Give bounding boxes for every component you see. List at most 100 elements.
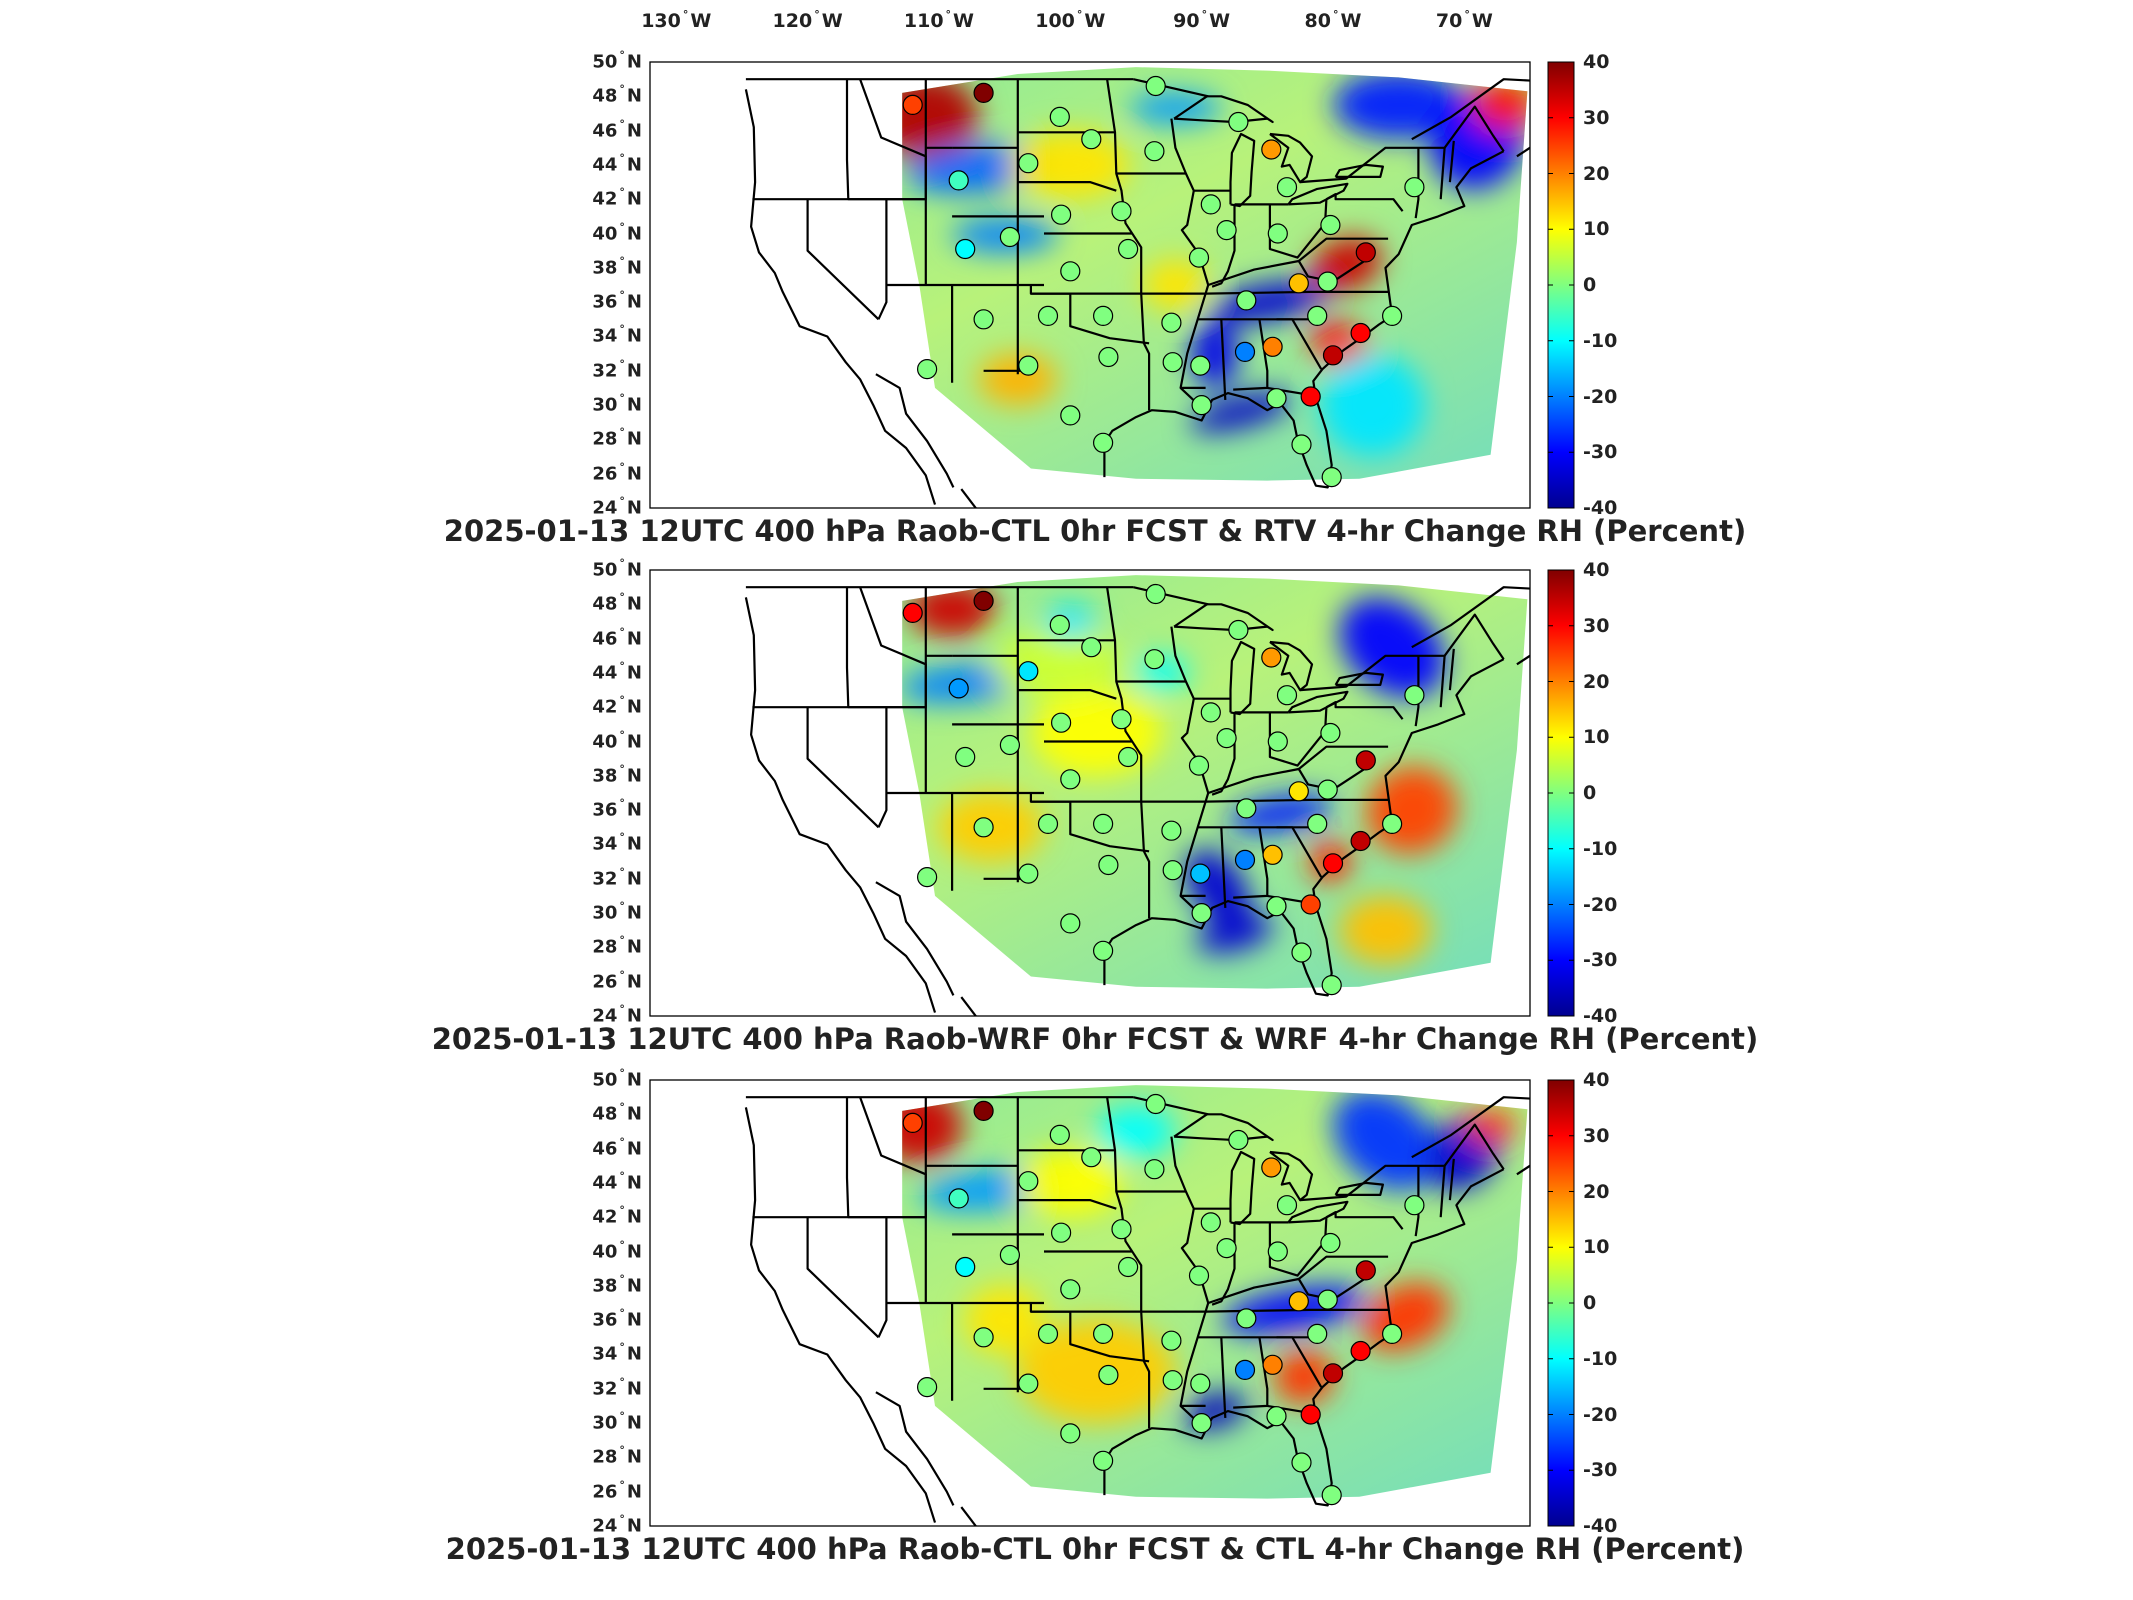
raob-point	[1320, 214, 1341, 236]
raob-point	[1144, 649, 1165, 670]
colorbar-tick-label: -30	[1583, 1459, 1618, 1482]
latitude-label: 38 ° N	[592, 254, 642, 279]
raob-point	[1037, 305, 1059, 326]
longitude-label: 110 ° W	[903, 8, 975, 32]
raob-point	[1081, 1147, 1102, 1168]
latitude-label: 28 ° N	[592, 425, 642, 450]
colorbar-tick-label: -30	[1583, 949, 1618, 972]
colorbar-tick-label: 40	[1583, 1069, 1610, 1091]
raob-point	[1322, 853, 1344, 874]
raob-point	[1162, 1370, 1183, 1391]
colorbar-tick-label: 10	[1583, 1236, 1610, 1259]
latitude-label: 30 ° N	[592, 1409, 642, 1434]
raob-point	[1111, 201, 1132, 222]
raob-point	[1236, 1308, 1257, 1329]
colorbar-tick-label: 20	[1583, 162, 1610, 185]
longitude-label: 80 ° W	[1304, 8, 1362, 32]
latitude-label: 28 ° N	[592, 1443, 642, 1468]
raob-point	[1404, 685, 1425, 706]
raob-point	[1081, 637, 1102, 658]
colorbar-tick-label: -10	[1583, 1347, 1618, 1370]
map-frame	[649, 569, 1531, 1017]
raob-point	[1188, 247, 1210, 268]
raob-point	[1018, 153, 1039, 174]
raob-point	[1321, 1484, 1342, 1506]
raob-point	[1145, 583, 1166, 605]
panel-title: 2025-01-13 12UTC 400 hPa Raob-CTL 0hr FC…	[445, 1532, 1745, 1566]
raob-point	[955, 238, 976, 260]
raob-point	[1018, 1373, 1039, 1394]
raob-point	[1317, 271, 1338, 292]
latitude-label: 42 ° N	[592, 693, 642, 718]
latitude-label: 46 ° N	[592, 1135, 642, 1160]
raob-point	[1191, 395, 1212, 416]
raob-point	[1288, 273, 1309, 294]
latitude-label: 30 ° N	[592, 899, 642, 924]
raob-point	[902, 1112, 923, 1134]
colorbar-tick-label: 40	[1583, 559, 1610, 581]
latitude-label: 36 ° N	[592, 796, 642, 821]
latitude-label: 48 ° N	[592, 1100, 642, 1125]
raob-point	[1236, 798, 1257, 819]
raob-point	[1320, 722, 1341, 744]
latitude-label: 28 ° N	[592, 933, 642, 958]
raob-point	[1321, 974, 1342, 996]
raob-point	[1350, 830, 1371, 852]
raob-point	[1216, 1237, 1237, 1259]
raob-point	[1060, 261, 1081, 282]
colorbar-tick-label: 30	[1583, 106, 1610, 129]
longitude-label: 70 ° W	[1435, 8, 1493, 32]
raob-point	[1098, 1364, 1119, 1386]
map-outlines	[744, 1096, 1530, 1526]
raob-point	[973, 309, 994, 330]
colorbar-tick-label: -20	[1583, 385, 1618, 408]
raob-point	[1018, 661, 1039, 682]
raob-point	[1266, 1406, 1287, 1427]
raob-point	[1355, 750, 1376, 771]
colorbar-tick-label: 0	[1583, 274, 1597, 296]
latitude-label: 38 ° N	[592, 1272, 642, 1297]
raob-point	[1060, 1423, 1081, 1444]
raob-point	[1317, 1289, 1338, 1310]
raob-point	[1350, 322, 1371, 344]
longitude-label: 90 ° W	[1173, 8, 1231, 32]
latitude-label: 34 ° N	[592, 830, 642, 855]
raob-point	[1320, 1232, 1341, 1254]
map-panel-2	[649, 569, 1575, 1017]
raob-point	[1190, 1373, 1211, 1394]
raob-point	[1300, 894, 1321, 915]
raob-point	[1288, 1291, 1309, 1312]
raob-point	[1266, 388, 1287, 409]
raob-point	[1266, 896, 1287, 917]
raob-point	[1381, 305, 1403, 326]
raob-point	[1300, 386, 1321, 407]
raob-point	[948, 170, 969, 191]
raob-point	[1049, 614, 1070, 636]
raob-point	[1228, 619, 1249, 641]
raob-point	[1111, 1219, 1132, 1240]
panel-title: 2025-01-13 12UTC 400 hPa Raob-WRF 0hr FC…	[431, 1022, 1759, 1056]
raob-point	[1081, 129, 1102, 150]
rh-change-field	[902, 1085, 1528, 1499]
raob-point	[1322, 1363, 1344, 1384]
raob-point	[1018, 355, 1039, 376]
raob-point	[1381, 1323, 1403, 1345]
latitude-label: 36 ° N	[592, 288, 642, 313]
raob-point	[1355, 242, 1376, 263]
raob-point	[1307, 813, 1328, 835]
latitude-label: 50 ° N	[592, 556, 642, 581]
raob-point	[916, 866, 938, 888]
raob-point	[1261, 1157, 1282, 1178]
colorbar-tick-label: 20	[1583, 670, 1610, 693]
raob-point	[1267, 731, 1288, 752]
raob-point	[1060, 405, 1081, 426]
raob-point	[1200, 1212, 1221, 1233]
raob-point	[1050, 204, 1072, 225]
raob-point	[955, 746, 976, 768]
raob-point	[1098, 854, 1119, 876]
raob-point	[1060, 913, 1081, 934]
colorbar-tick-label: 30	[1583, 1124, 1610, 1147]
raob-point	[1190, 863, 1211, 884]
latitude-label: 32 ° N	[592, 357, 642, 382]
